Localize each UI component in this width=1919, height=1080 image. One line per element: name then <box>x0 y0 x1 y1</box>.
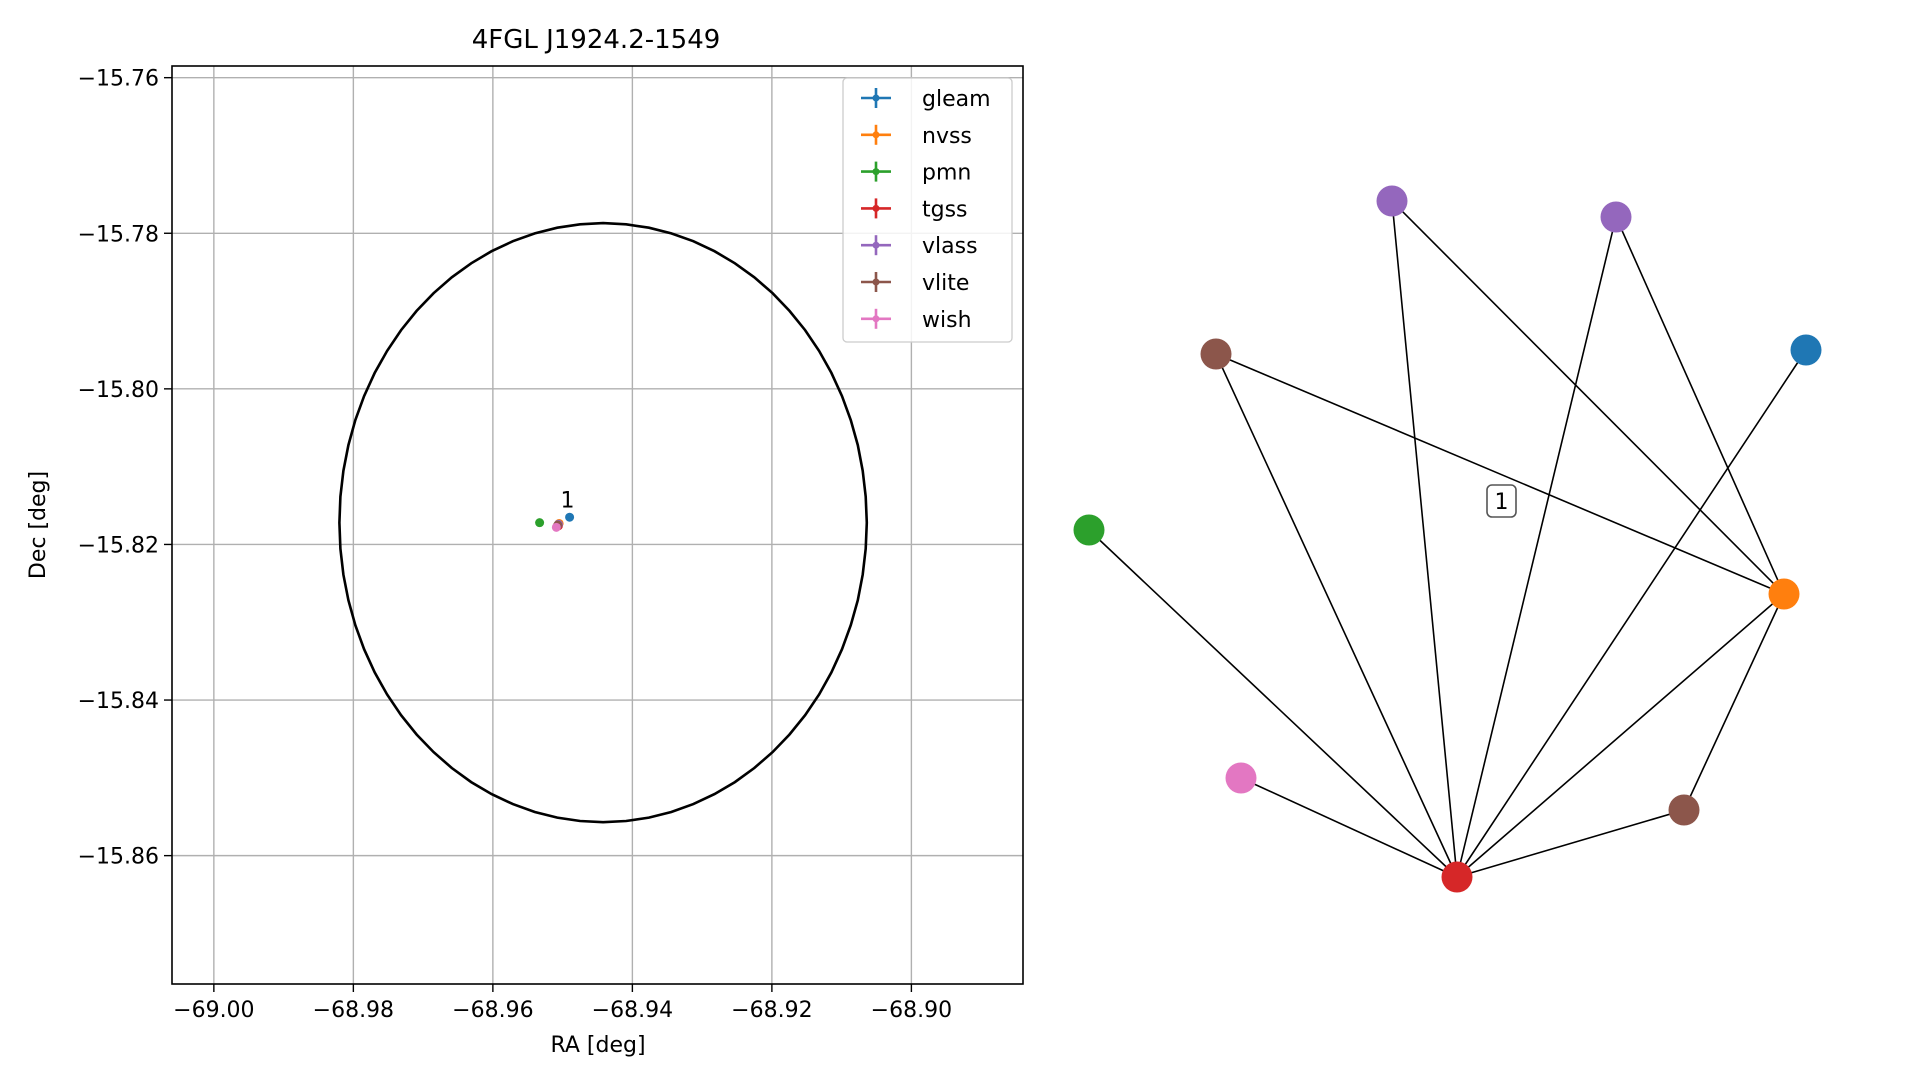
node-vlass1 <box>1376 185 1408 217</box>
edge-vlass2-tgss <box>1456 216 1617 878</box>
legend-entry-vlass: vlass <box>861 234 978 259</box>
y-tick-label: −15.80 <box>78 378 159 403</box>
legend-entry-nvss: nvss <box>861 124 972 149</box>
legend-dot-nvss <box>872 131 880 139</box>
x-axis-label: RA [deg] <box>550 1033 645 1058</box>
node-vlass2 <box>1600 201 1632 233</box>
graph-nodes <box>1073 185 1822 893</box>
legend-entry-vlite: vlite <box>861 271 969 296</box>
legend-label-wish: wish <box>922 308 972 333</box>
edge-vlass2-nvss <box>1615 216 1785 595</box>
y-tick-label: −15.86 <box>78 845 159 870</box>
y-tick-label: −15.84 <box>78 689 159 714</box>
legend-entry-wish: wish <box>861 308 972 333</box>
legend-label-nvss: nvss <box>922 124 972 149</box>
edge-nvss-tgss <box>1456 593 1785 878</box>
edge-vlass1-nvss <box>1391 200 1785 595</box>
node-wish <box>1225 762 1257 794</box>
sky-position-plot: 4FGL J1924.2-1549 −69.00 −68.98 −68.96 −68.… <box>26 25 1024 1058</box>
cluster-label-box <box>1486 484 1517 518</box>
legend-frame <box>842 77 1013 343</box>
legend-label-gleam: gleam <box>922 87 991 112</box>
plot-title: 4FGL J1924.2-1549 <box>472 25 721 55</box>
edge-vlass1-tgss <box>1391 200 1458 878</box>
x-tick-label: −68.98 <box>313 998 394 1023</box>
y-tick-label: −15.82 <box>78 533 159 558</box>
x-tick-label: −69.00 <box>173 998 254 1023</box>
legend-label-pmn: pmn <box>922 161 971 186</box>
plot-frame <box>171 65 1024 985</box>
node-tgss <box>1441 861 1473 893</box>
legend-dot-wish <box>872 315 880 323</box>
graph-edges <box>1088 200 1807 878</box>
edge-pmn-tgss <box>1088 529 1458 878</box>
node-vlite2 <box>1668 794 1700 826</box>
legend-dot-tgss <box>872 204 880 212</box>
legend-label-tgss: tgss <box>922 197 968 222</box>
network-graph: 1 <box>1073 185 1822 893</box>
source-annotation: 1 <box>561 488 575 513</box>
legend-dot-gleam <box>872 94 880 102</box>
edge-wish-tgss <box>1240 777 1458 878</box>
legend-dot-vlass <box>872 241 880 249</box>
source-points <box>535 512 575 532</box>
y-tick-label: −15.78 <box>78 222 159 247</box>
y-axis-ticks: −15.76 −15.78 −15.80 −15.82 −15.84 −15.86 <box>78 67 172 870</box>
uncertainty-ellipse <box>338 221 869 824</box>
legend-entries: gleam nvss pmn tgss vlass vlite wish <box>861 87 991 333</box>
cluster-label: 1 <box>1486 484 1517 518</box>
y-tick-label: −15.76 <box>78 67 159 92</box>
legend-entry-gleam: gleam <box>861 87 991 112</box>
legend-label-vlass: vlass <box>922 234 978 259</box>
node-vlite1 <box>1200 338 1232 370</box>
legend-dot-vlite <box>872 278 880 286</box>
node-nvss <box>1768 578 1800 610</box>
edge-vlite2-tgss <box>1456 809 1685 878</box>
cluster-label-text: 1 <box>1495 490 1509 515</box>
legend-entry-pmn: pmn <box>861 161 971 186</box>
x-axis-ticks: −69.00 −68.98 −68.96 −68.94 −68.92 −68.90 <box>173 984 952 1023</box>
legend-label-vlite: vlite <box>922 271 969 296</box>
legend-dot-pmn <box>872 168 880 176</box>
node-gleam <box>1790 334 1822 366</box>
edge-gleam-tgss <box>1456 349 1807 878</box>
x-tick-label: −68.96 <box>452 998 533 1023</box>
x-tick-label: −68.90 <box>871 998 952 1023</box>
edge-vlite1-nvss <box>1215 353 1785 595</box>
edge-vlite1-tgss <box>1215 353 1458 878</box>
source-point-wish <box>551 522 561 532</box>
edge-nvss-vlite2 <box>1683 593 1785 811</box>
legend-entry-tgss: tgss <box>861 197 968 222</box>
source-point-gleam <box>565 512 575 522</box>
y-axis-label: Dec [deg] <box>26 471 51 579</box>
x-tick-label: −68.94 <box>592 998 673 1023</box>
node-pmn <box>1073 514 1105 546</box>
source-point-pmn <box>535 518 545 528</box>
x-tick-label: −68.92 <box>731 998 812 1023</box>
legend: gleam nvss pmn tgss vlass vlite wish <box>842 77 1013 343</box>
